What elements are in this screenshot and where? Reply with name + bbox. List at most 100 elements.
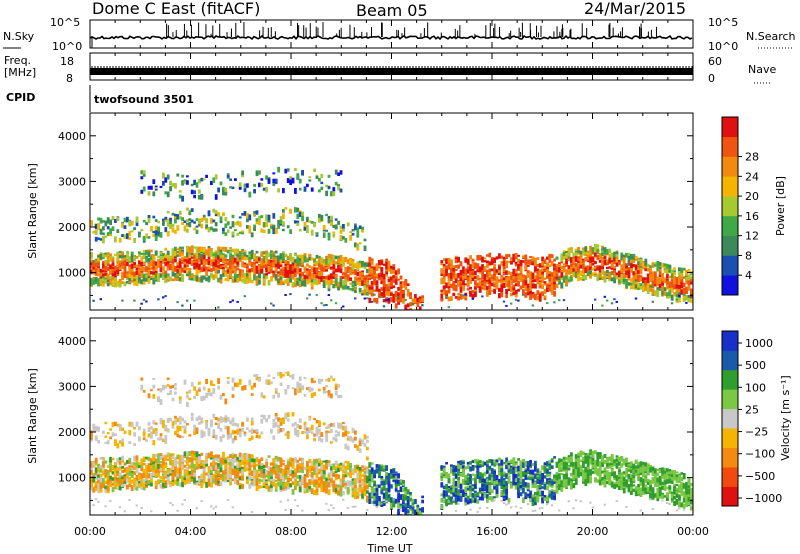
power-cell bbox=[166, 174, 170, 180]
power-cell bbox=[159, 185, 163, 189]
power-cell bbox=[246, 278, 249, 284]
velocity-cell bbox=[118, 440, 122, 444]
power-cell bbox=[541, 277, 544, 284]
power-cell bbox=[414, 333, 417, 339]
velocity-cell bbox=[116, 472, 120, 477]
power-cell bbox=[282, 266, 285, 272]
power-cell bbox=[176, 254, 180, 257]
velocity-cell bbox=[186, 467, 189, 471]
velocity-cell bbox=[183, 455, 187, 459]
velocity-cell bbox=[193, 472, 196, 477]
power-cell bbox=[510, 302, 513, 305]
power-cell bbox=[284, 265, 288, 269]
power-cell bbox=[351, 287, 355, 292]
power-cell bbox=[270, 263, 273, 268]
velocity-cell bbox=[200, 478, 204, 482]
power-cell bbox=[164, 177, 168, 183]
velocity-cell bbox=[135, 460, 139, 465]
power-cell bbox=[315, 176, 319, 179]
velocity-cell bbox=[212, 432, 216, 437]
velocity-cell bbox=[92, 487, 96, 493]
power-cell bbox=[512, 254, 516, 260]
power-cell bbox=[397, 293, 400, 299]
power-cell bbox=[210, 274, 213, 279]
power-cell bbox=[174, 251, 177, 257]
power-cell bbox=[651, 271, 655, 277]
power-cell bbox=[270, 302, 273, 305]
power-cell bbox=[217, 277, 220, 283]
velocity-cell bbox=[135, 455, 139, 460]
power-cell bbox=[102, 237, 105, 244]
power-cell bbox=[399, 281, 403, 284]
power-cell bbox=[673, 282, 676, 286]
velocity-cell bbox=[205, 462, 208, 467]
power-cell bbox=[229, 186, 232, 189]
power-cell bbox=[632, 253, 636, 260]
power-cell bbox=[531, 279, 535, 283]
power-cell bbox=[282, 209, 285, 213]
power-cell bbox=[392, 264, 396, 270]
power-cell bbox=[128, 271, 132, 276]
power-cell bbox=[661, 294, 664, 297]
power-cell bbox=[152, 274, 156, 278]
power-cell bbox=[116, 266, 120, 270]
power-cell bbox=[656, 267, 660, 272]
velocity-cell bbox=[188, 451, 192, 456]
velocity-cell bbox=[181, 435, 184, 439]
power-cell bbox=[284, 260, 288, 264]
power-cell bbox=[637, 286, 640, 290]
power-cell bbox=[560, 256, 564, 262]
power-cell bbox=[265, 254, 268, 258]
velocity-cell bbox=[200, 396, 204, 400]
power-cell bbox=[109, 269, 112, 275]
power-cell bbox=[356, 271, 360, 277]
power-cell bbox=[231, 214, 235, 219]
power-cell bbox=[99, 268, 103, 272]
power-cell bbox=[178, 251, 182, 257]
velocity-cell bbox=[104, 435, 108, 438]
power-cell bbox=[332, 276, 336, 279]
velocity-cell bbox=[92, 504, 95, 507]
power-cell bbox=[202, 214, 206, 219]
velocity-cell bbox=[190, 454, 194, 458]
velocity-cell bbox=[111, 483, 115, 486]
power-cell bbox=[97, 223, 100, 228]
power-cell bbox=[354, 245, 357, 248]
power-cell bbox=[255, 170, 259, 177]
power-cell bbox=[385, 270, 388, 276]
power-cell bbox=[471, 260, 475, 266]
power-cell bbox=[217, 187, 220, 193]
power-cell bbox=[169, 220, 172, 224]
power-cell bbox=[522, 255, 525, 258]
power-cell bbox=[502, 256, 506, 261]
velocity-cell bbox=[217, 463, 220, 469]
velocity-cell bbox=[147, 427, 151, 432]
velocity-cell bbox=[162, 438, 165, 443]
power-cell bbox=[658, 262, 662, 266]
power-cell bbox=[294, 167, 297, 172]
power-cell bbox=[217, 265, 220, 268]
power-cell bbox=[313, 264, 316, 267]
velocity-cell bbox=[222, 458, 225, 464]
power-cell bbox=[466, 278, 470, 282]
velocity-cell bbox=[219, 481, 223, 486]
power-cell bbox=[344, 238, 348, 243]
power-cell bbox=[114, 265, 117, 272]
power-cell bbox=[471, 270, 475, 274]
power-cell bbox=[339, 282, 343, 287]
power-cell bbox=[442, 258, 446, 261]
power-cell bbox=[392, 294, 396, 300]
power-cell bbox=[548, 281, 552, 285]
power-cell bbox=[231, 278, 235, 283]
velocity-cell bbox=[126, 467, 129, 474]
power-cell bbox=[255, 265, 259, 272]
power-cell bbox=[505, 260, 508, 266]
power-cell bbox=[445, 265, 448, 269]
power-cell bbox=[284, 267, 288, 272]
power-cell bbox=[142, 220, 146, 223]
power-cell bbox=[618, 259, 621, 263]
power-cell bbox=[668, 268, 672, 273]
power-cell bbox=[486, 254, 489, 257]
power-cell bbox=[116, 229, 120, 233]
power-cell bbox=[97, 256, 100, 262]
